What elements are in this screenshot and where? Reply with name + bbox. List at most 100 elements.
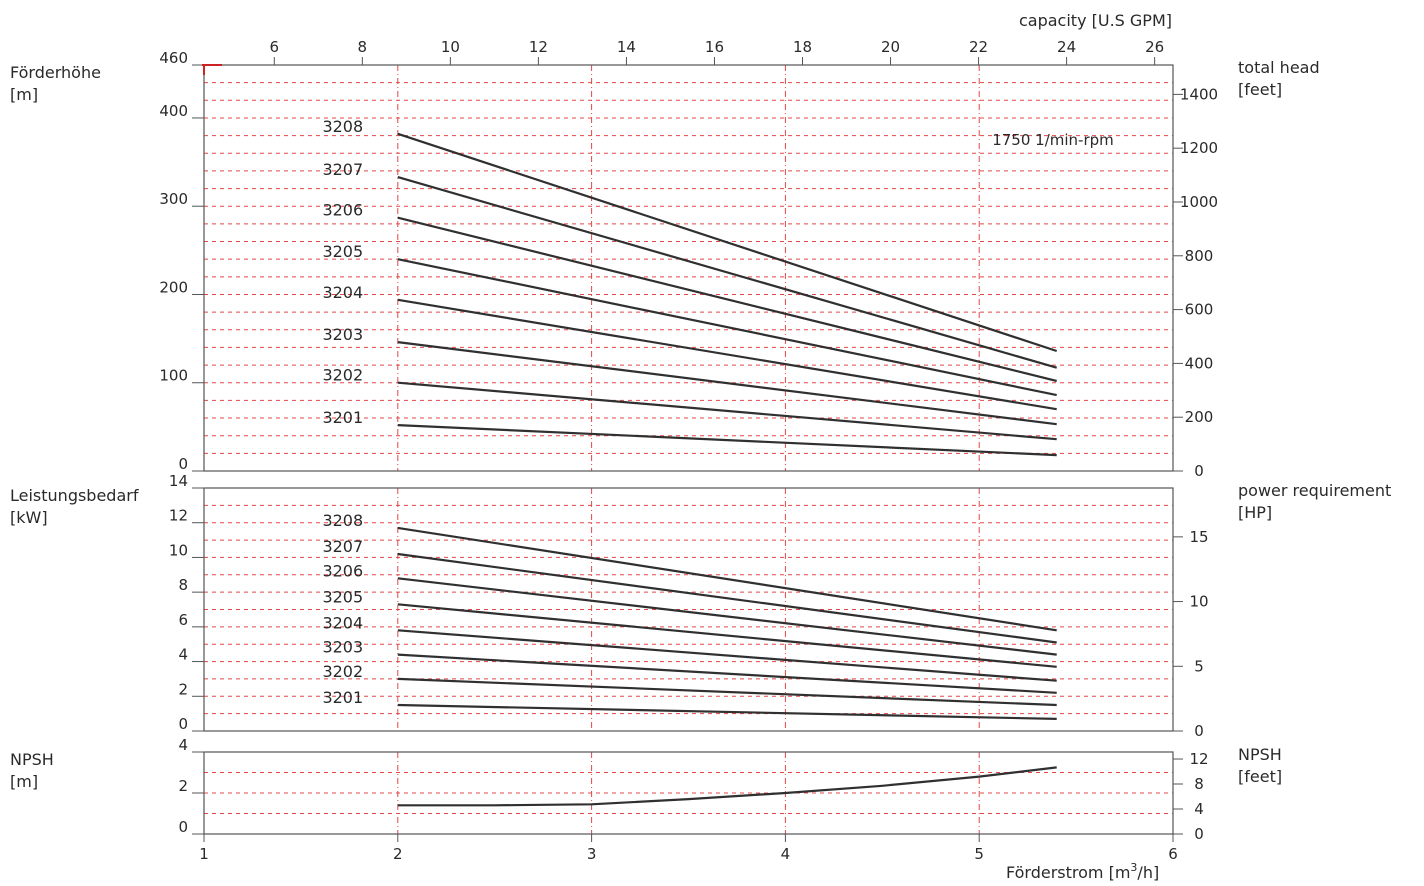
series-line-3204 [397, 298, 1057, 411]
y-tick-label-left: 0 [178, 818, 188, 836]
y-tick-label-left: 2 [178, 777, 188, 795]
panel-frame [203, 487, 1174, 732]
x-tick-label: 5 [974, 845, 984, 863]
y-axis-label-right: NPSH [1238, 745, 1282, 764]
series-line-3201 [397, 703, 1057, 720]
y-tick-label-right: 1200 [1180, 139, 1218, 157]
y-axis-label-left: Förderhöhe [10, 63, 101, 82]
x2-tick-label: 22 [969, 38, 988, 56]
series-line-3206 [397, 577, 1057, 656]
x2-axis-label: capacity [U.S GPM] [1019, 11, 1172, 30]
series-label-3202: 3202 [322, 366, 363, 385]
series-line-3205 [397, 258, 1057, 397]
y-tick-label-right: 5 [1194, 657, 1204, 675]
series-label-3203: 3203 [322, 325, 363, 344]
y-tick-label-right: 1400 [1180, 85, 1218, 103]
y-axis-label-right: power requirement [1238, 481, 1391, 500]
y-axis-label-left: NPSH [10, 750, 54, 769]
series-label-3202: 3202 [322, 662, 363, 681]
y-tick-label-right: 0 [1194, 462, 1204, 480]
x2-tick-label: 14 [617, 38, 636, 56]
series-line-3202 [397, 381, 1057, 441]
x2-tick-label: 20 [881, 38, 900, 56]
y-tick-label-left: 4 [178, 646, 188, 664]
y-tick-label-left: 12 [169, 507, 188, 525]
series-line-3203 [397, 653, 1057, 694]
panel-head [192, 64, 1183, 472]
y-tick-label-left: 6 [178, 611, 188, 629]
speed-annotation: 1750 1/min-rpm [992, 131, 1114, 149]
y-axis-label-right: total head [1238, 58, 1320, 77]
y-tick-label-right: 4 [1194, 800, 1204, 818]
x2-tick-label: 24 [1057, 38, 1076, 56]
y-axis-unit-right: [feet] [1238, 80, 1282, 99]
x2-tick-label: 10 [441, 38, 460, 56]
x2-tick-label: 26 [1145, 38, 1164, 56]
x2-tick-label: 18 [793, 38, 812, 56]
x2-tick-label: 12 [529, 38, 548, 56]
y-axis-unit-right: [HP] [1238, 503, 1272, 522]
y-axis-unit-left: [m] [10, 85, 38, 104]
series-label-3207: 3207 [322, 160, 363, 179]
series-line-3205 [397, 603, 1057, 668]
x-tick-label: 1 [199, 845, 209, 863]
y-tick-label-left: 100 [159, 367, 188, 385]
series-label-3206: 3206 [322, 561, 363, 580]
x2-tick-label: 6 [270, 38, 280, 56]
x-axis-label-superscript: 3 [1130, 861, 1137, 874]
x-tick-label: 2 [393, 845, 403, 863]
y-axis-unit-left: [kW] [10, 508, 48, 527]
y-axis-unit-right: [feet] [1238, 767, 1282, 786]
series-label-3201: 3201 [322, 688, 363, 707]
y-tick-label-left: 14 [169, 472, 188, 490]
x-axis-label: Förderstrom [m3/h] [1006, 861, 1159, 881]
y-tick-label-left: 8 [178, 576, 188, 594]
series-label-3201: 3201 [322, 408, 363, 427]
y-tick-label-left: 2 [178, 680, 188, 698]
x-axis-label-main: Förderstrom [m [1006, 863, 1130, 881]
series-label-3204: 3204 [322, 613, 363, 632]
y-tick-label-right: 8 [1194, 775, 1204, 793]
y-tick-label-left: 300 [159, 190, 188, 208]
y-tick-label-right: 15 [1189, 528, 1208, 546]
y-tick-label-right: 400 [1185, 354, 1214, 372]
x2-tick-label: 16 [705, 38, 724, 56]
x-tick-label: 6 [1168, 845, 1178, 863]
y-tick-label-left: 400 [159, 102, 188, 120]
series-line-3208 [397, 526, 1057, 632]
series-line-3207 [397, 552, 1057, 644]
y-tick-label-right: 10 [1189, 593, 1208, 611]
x-tick-label: 4 [781, 845, 791, 863]
series-line-3204 [397, 629, 1057, 682]
series-line-3201 [397, 424, 1057, 457]
series-label-3206: 3206 [322, 201, 363, 220]
series-line-3207 [397, 176, 1058, 369]
series-label-3203: 3203 [322, 638, 363, 657]
series-line-3202 [397, 677, 1057, 707]
y-tick-label-left: 10 [169, 541, 188, 559]
y-tick-label-left: 0 [178, 715, 188, 733]
series-line-3203 [397, 341, 1057, 426]
y-tick-label-left: 4 [178, 736, 188, 754]
y-tick-label-right: 12 [1189, 750, 1208, 768]
series-label-3208: 3208 [322, 511, 363, 530]
y-axis-label-left: Leistungsbedarf [10, 486, 139, 505]
y-tick-label-right: 1000 [1180, 193, 1218, 211]
y-tick-label-left: 0 [178, 455, 188, 473]
panel-frame [203, 64, 1174, 472]
series-label-3205: 3205 [322, 587, 363, 606]
y-tick-label-left: 460 [159, 49, 188, 67]
panel-npsh [192, 751, 1183, 835]
y-tick-label-left: 200 [159, 278, 188, 296]
y-tick-label-right: 200 [1185, 408, 1214, 426]
x-tick-label: 3 [587, 845, 597, 863]
y-tick-label-right: 0 [1194, 825, 1204, 843]
series-line-3208 [397, 132, 1058, 353]
series-label-3207: 3207 [322, 537, 363, 556]
series-label-3205: 3205 [322, 242, 363, 261]
series-label-3204: 3204 [322, 283, 363, 302]
series-label-3208: 3208 [322, 117, 363, 136]
series-line-npsh [397, 766, 1057, 807]
